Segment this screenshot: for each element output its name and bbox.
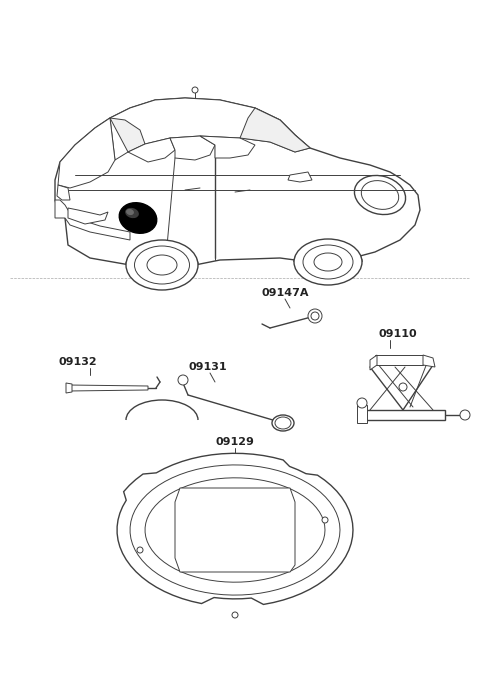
Polygon shape [170,136,215,160]
Ellipse shape [147,255,177,275]
Polygon shape [357,405,367,423]
Ellipse shape [275,417,291,429]
Polygon shape [360,410,445,420]
Ellipse shape [361,181,399,210]
Ellipse shape [272,415,294,431]
Polygon shape [175,488,295,572]
Circle shape [178,375,188,385]
Polygon shape [423,355,435,367]
Polygon shape [130,465,340,595]
Polygon shape [128,138,175,162]
Circle shape [232,612,238,618]
Ellipse shape [125,208,139,218]
Text: 09131: 09131 [189,362,228,372]
Text: 09129: 09129 [216,437,254,447]
Polygon shape [68,208,108,224]
Polygon shape [55,200,130,240]
Text: 09132: 09132 [59,357,97,367]
Circle shape [399,383,407,391]
Ellipse shape [294,239,362,285]
Ellipse shape [354,175,406,214]
Ellipse shape [314,253,342,271]
Ellipse shape [119,203,157,234]
Ellipse shape [126,240,198,290]
Polygon shape [370,355,377,370]
Polygon shape [375,355,423,365]
Polygon shape [68,385,148,391]
Circle shape [192,87,198,93]
Polygon shape [145,478,325,582]
Circle shape [137,547,143,553]
Circle shape [322,517,328,523]
Ellipse shape [126,209,134,215]
Circle shape [311,312,319,320]
Circle shape [460,410,470,420]
Polygon shape [288,172,312,182]
Polygon shape [240,108,310,152]
Polygon shape [55,98,420,268]
Circle shape [308,309,322,323]
Polygon shape [110,98,310,160]
Polygon shape [110,118,145,152]
Ellipse shape [134,246,190,284]
Polygon shape [117,453,353,604]
Text: 09147A: 09147A [261,288,309,298]
Ellipse shape [303,245,353,279]
Polygon shape [57,185,70,200]
Text: 09110: 09110 [379,329,417,339]
Polygon shape [66,383,72,393]
Polygon shape [58,118,115,188]
Polygon shape [200,136,255,158]
Circle shape [357,398,367,408]
